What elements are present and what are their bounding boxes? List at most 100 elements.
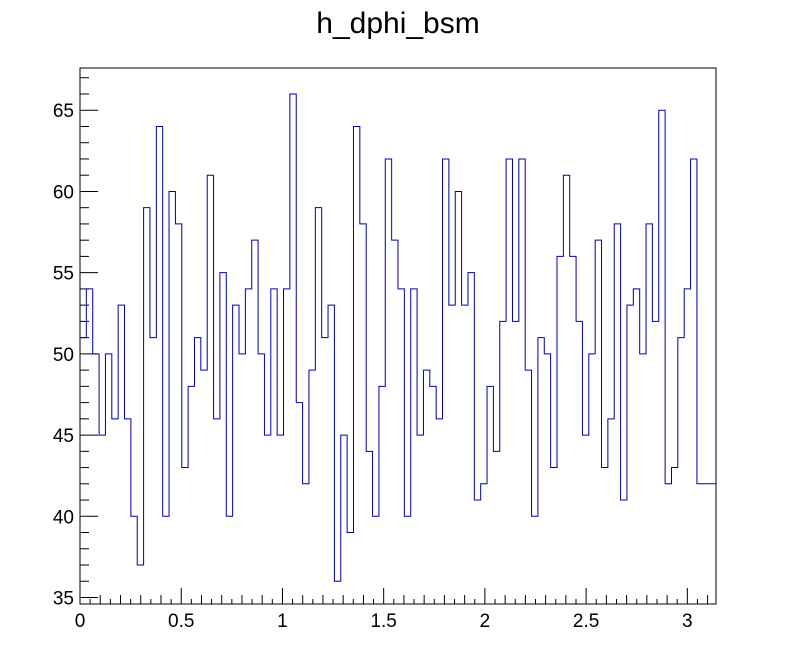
x-tick-label: 1 bbox=[277, 611, 288, 632]
histogram-bin bbox=[462, 305, 468, 604]
histogram-bin bbox=[576, 321, 582, 604]
histogram-bin bbox=[519, 159, 525, 604]
histogram-bin bbox=[99, 435, 105, 604]
histogram-bin bbox=[207, 175, 213, 604]
histogram-bin bbox=[430, 386, 436, 604]
histogram-bin bbox=[710, 484, 716, 604]
histogram-bin bbox=[423, 370, 429, 604]
histogram-bin bbox=[175, 224, 181, 604]
histogram-bin bbox=[150, 338, 156, 604]
histogram-bin bbox=[570, 256, 576, 604]
histogram-bin bbox=[595, 240, 601, 604]
histogram-bin bbox=[621, 500, 627, 604]
histogram-bin bbox=[328, 305, 334, 604]
histogram-bin bbox=[659, 110, 665, 604]
histogram-bin bbox=[80, 338, 86, 604]
histogram-bin bbox=[678, 338, 684, 604]
x-tick-label: 0.5 bbox=[168, 611, 194, 632]
histogram-bin bbox=[201, 370, 207, 604]
histogram-bin bbox=[353, 126, 359, 604]
histogram-bin bbox=[691, 159, 697, 604]
histogram-bin bbox=[220, 273, 226, 604]
histogram-bin bbox=[156, 126, 162, 604]
histogram-bin bbox=[665, 484, 671, 604]
histogram-bin bbox=[614, 224, 620, 604]
histogram-bin bbox=[105, 354, 111, 604]
histogram-bin bbox=[538, 338, 544, 604]
histogram-bin bbox=[417, 435, 423, 604]
histogram-bin bbox=[334, 581, 340, 604]
histogram-bin bbox=[347, 533, 353, 604]
histogram-bin bbox=[118, 305, 124, 604]
histogram-bin bbox=[563, 175, 569, 604]
histogram-bin bbox=[163, 516, 169, 604]
histogram-bin bbox=[449, 305, 455, 604]
histogram-bin bbox=[373, 516, 379, 604]
histogram-bin bbox=[239, 354, 245, 604]
histogram-bin bbox=[411, 289, 417, 604]
y-tick-label: 55 bbox=[53, 264, 74, 285]
histogram-bin bbox=[493, 451, 499, 604]
histogram-bin bbox=[360, 224, 366, 604]
histogram-bin bbox=[551, 468, 557, 604]
histogram-bin bbox=[245, 289, 251, 604]
y-tick-label: 65 bbox=[53, 101, 74, 122]
histogram-bin bbox=[309, 370, 315, 604]
histogram-bin bbox=[652, 321, 658, 604]
chart-title: h_dphi_bsm bbox=[316, 7, 479, 40]
histogram-bin bbox=[608, 419, 614, 604]
x-tick-label: 0 bbox=[75, 611, 86, 632]
histogram-bin bbox=[322, 338, 328, 604]
histogram-bin bbox=[144, 208, 150, 604]
histogram-bin bbox=[284, 289, 290, 604]
y-tick-label: 60 bbox=[53, 182, 74, 203]
y-axis: 35 40 45 50 55 60 65 bbox=[53, 77, 98, 610]
histogram-bin bbox=[341, 435, 347, 604]
histogram-bin bbox=[532, 516, 538, 604]
histogram-bin bbox=[112, 419, 118, 604]
histogram-bin bbox=[557, 256, 563, 604]
histogram-bin bbox=[544, 354, 550, 604]
histogram-bin bbox=[589, 354, 595, 604]
histogram-bin bbox=[125, 419, 131, 604]
y-tick-label: 50 bbox=[53, 345, 74, 366]
plot-frame bbox=[79, 67, 717, 605]
x-axis: 0 0.5 1 1.5 2 2.5 3 bbox=[75, 588, 709, 632]
histogram-bin bbox=[468, 273, 474, 604]
histogram-bin bbox=[474, 500, 480, 604]
histogram-bin bbox=[385, 159, 391, 604]
histogram-bin bbox=[602, 468, 608, 604]
histogram-bin bbox=[697, 484, 703, 604]
histogram-bin bbox=[188, 386, 194, 604]
histogram-bin bbox=[379, 386, 385, 604]
histogram-bin bbox=[264, 435, 270, 604]
y-tick-label: 40 bbox=[53, 507, 74, 528]
histogram-bin bbox=[436, 419, 442, 604]
x-tick-label: 1.5 bbox=[370, 611, 396, 632]
histogram-bin bbox=[506, 159, 512, 604]
x-tick-label: 3 bbox=[682, 611, 693, 632]
histogram-bin bbox=[633, 289, 639, 604]
histogram-bin bbox=[443, 159, 449, 604]
x-tick-label: 2.5 bbox=[573, 611, 599, 632]
histogram-bin bbox=[455, 191, 461, 604]
y-tick-label: 35 bbox=[53, 589, 74, 610]
histogram-bin bbox=[646, 224, 652, 604]
histogram-bin bbox=[194, 338, 200, 604]
histogram-bin bbox=[315, 208, 321, 604]
histogram-bin bbox=[582, 435, 588, 604]
histogram-bin bbox=[131, 516, 137, 604]
histogram-bin bbox=[233, 305, 239, 604]
histogram-bin bbox=[86, 289, 92, 604]
histogram-bin bbox=[671, 468, 677, 604]
histogram-bin bbox=[640, 354, 646, 604]
histogram-bin bbox=[93, 354, 99, 604]
histogram-bin bbox=[525, 370, 531, 604]
histogram-bin bbox=[487, 386, 493, 604]
histogram-bin bbox=[277, 435, 283, 604]
x-tick-label: 2 bbox=[480, 611, 491, 632]
histogram-bin bbox=[226, 516, 232, 604]
histogram-outline bbox=[80, 93, 716, 582]
histogram-bin bbox=[392, 240, 398, 604]
